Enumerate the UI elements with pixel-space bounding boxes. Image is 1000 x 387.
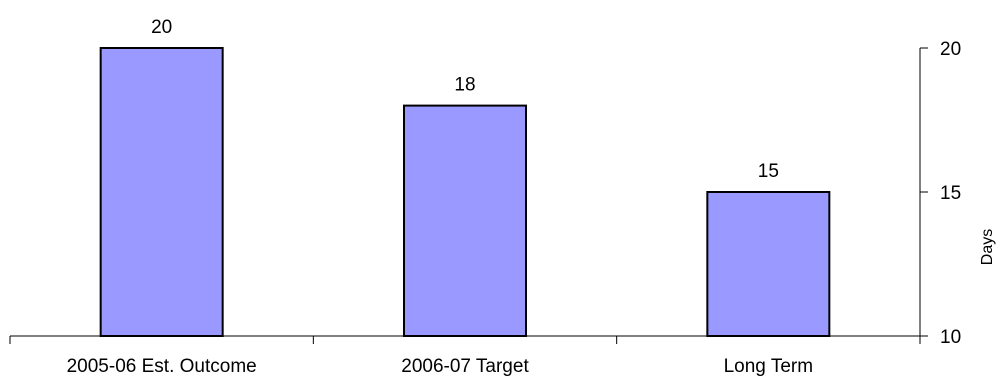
category-label: 2006-07 Target [401,356,529,377]
category-label: 2005-06 Est. Outcome [67,356,257,377]
y-axis-title: Days [979,229,996,265]
labels-layer: 20 2005-06 Est. Outcome 18 2006-07 Target 15… [67,17,962,377]
bar [99,47,224,337]
bars-layer [99,47,831,337]
y-tick-label: 15 [940,183,961,204]
bar [706,191,831,337]
data-label: 18 [454,75,475,96]
category-label: Long Term [724,356,813,377]
y-tick-label: 10 [940,327,961,348]
data-label: 15 [758,161,779,182]
bar [403,104,527,337]
data-label: 20 [151,17,172,38]
y-tick-label: 20 [940,39,961,60]
axes-layer [9,47,928,344]
